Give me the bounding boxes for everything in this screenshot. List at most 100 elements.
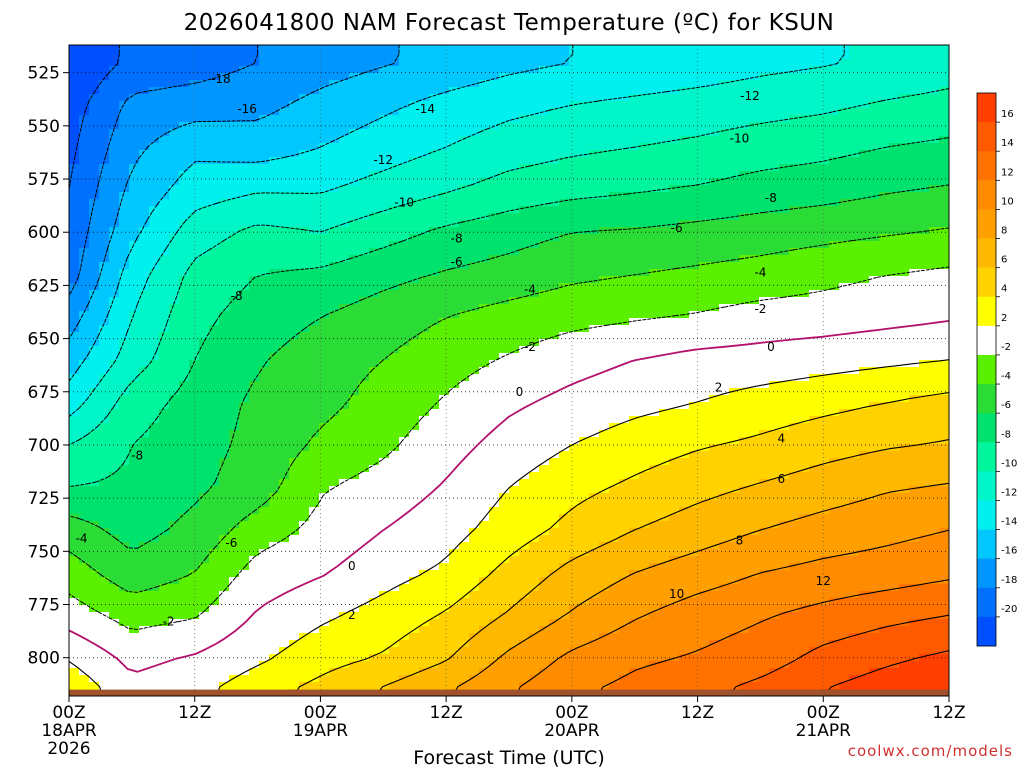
temperature-cell (509, 94, 520, 102)
temperature-cell (239, 220, 250, 228)
temperature-cell (229, 605, 240, 613)
temperature-cell (119, 619, 130, 627)
temperature-cell (459, 248, 470, 256)
temperature-cell (349, 248, 360, 256)
temperature-cell (139, 171, 150, 179)
temperature-cell (329, 423, 340, 431)
temperature-cell (539, 143, 550, 151)
temperature-cell (239, 402, 250, 410)
temperature-cell (389, 269, 400, 277)
temperature-cell (449, 66, 460, 74)
temperature-cell (239, 626, 250, 634)
temperature-cell (249, 199, 260, 207)
temperature-cell (69, 528, 80, 536)
temperature-cell (139, 500, 150, 508)
temperature-cell (209, 430, 220, 438)
temperature-cell (309, 199, 320, 207)
temperature-cell (539, 633, 550, 641)
temperature-cell (369, 682, 380, 690)
temperature-cell (329, 283, 340, 291)
temperature-cell (499, 486, 510, 494)
temperature-cell (389, 150, 400, 158)
temperature-cell (459, 101, 470, 109)
temperature-cell (309, 465, 320, 473)
temperature-cell (129, 388, 140, 396)
temperature-cell (409, 290, 420, 298)
temperature-cell (209, 619, 220, 627)
temperature-cell (379, 122, 390, 130)
temperature-cell (439, 129, 450, 137)
temperature-cell (499, 199, 510, 207)
temperature-cell (589, 479, 600, 487)
temperature-cell (539, 626, 550, 634)
temperature-cell (219, 304, 230, 312)
temperature-cell (189, 332, 200, 340)
temperature-cell (69, 122, 80, 130)
temperature-cell (379, 108, 390, 116)
temperature-cell (79, 150, 90, 158)
temperature-cell (459, 185, 470, 193)
temperature-cell (509, 521, 520, 529)
temperature-cell (179, 122, 190, 130)
temperature-cell (379, 409, 390, 417)
temperature-cell (289, 437, 300, 445)
temperature-cell (289, 500, 300, 508)
temperature-cell (379, 423, 390, 431)
temperature-cell (479, 528, 490, 536)
temperature-cell (449, 430, 460, 438)
temperature-cell (329, 647, 340, 655)
temperature-cell (139, 157, 150, 165)
temperature-cell (169, 227, 180, 235)
temperature-cell (259, 346, 270, 354)
temperature-cell (519, 486, 530, 494)
temperature-cell (509, 157, 520, 165)
temperature-cell (339, 416, 350, 424)
temperature-cell (169, 423, 180, 431)
temperature-cell (359, 318, 370, 326)
temperature-cell (509, 290, 520, 298)
temperature-cell (469, 542, 480, 550)
temperature-cell (199, 675, 210, 683)
temperature-cell (309, 276, 320, 284)
temperature-cell (269, 612, 280, 620)
temperature-cell (309, 143, 320, 151)
temperature-cell (119, 45, 130, 53)
temperature-cell (449, 339, 460, 347)
temperature-cell (349, 87, 360, 95)
temperature-cell (489, 591, 500, 599)
temperature-cell (579, 276, 590, 284)
temperature-cell (309, 556, 320, 564)
temperature-cell (419, 94, 430, 102)
temperature-cell (309, 80, 320, 88)
temperature-cell (129, 325, 140, 333)
temperature-cell (69, 164, 80, 172)
temperature-cell (449, 514, 460, 522)
temperature-cell (509, 227, 520, 235)
temperature-cell (239, 521, 250, 529)
temperature-cell (509, 388, 520, 396)
temperature-cell (149, 325, 160, 333)
temperature-cell (129, 598, 140, 606)
temperature-cell (549, 346, 560, 354)
temperature-cell (79, 640, 90, 648)
temperature-cell (79, 164, 90, 172)
temperature-cell (129, 465, 140, 473)
temperature-cell (469, 311, 480, 319)
temperature-cell (509, 444, 520, 452)
temperature-cell (499, 66, 510, 74)
temperature-cell (449, 164, 460, 172)
temperature-cell (589, 171, 600, 179)
temperature-cell (259, 661, 270, 669)
temperature-cell (479, 654, 490, 662)
temperature-cell (109, 486, 120, 494)
temperature-cell (329, 500, 340, 508)
temperature-cell (69, 290, 80, 298)
temperature-cell (229, 654, 240, 662)
temperature-cell (319, 521, 330, 529)
temperature-cell (489, 94, 500, 102)
temperature-cell (599, 318, 610, 326)
temperature-cell (369, 647, 380, 655)
temperature-cell (139, 577, 150, 585)
temperature-cell (369, 493, 380, 501)
temperature-cell (389, 332, 400, 340)
